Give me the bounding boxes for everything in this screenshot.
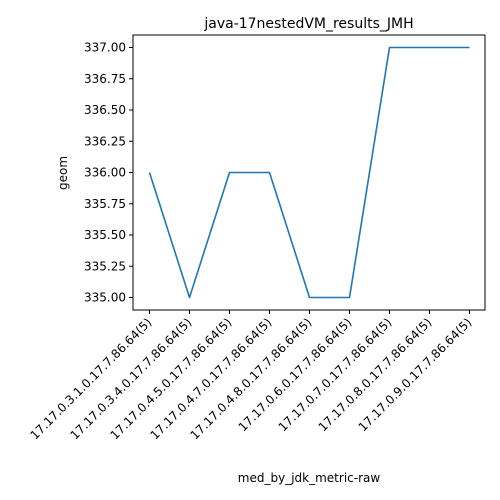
series-line-0	[148, 46, 470, 299]
x-axis-label: med_by_jdk_metric-raw	[238, 471, 381, 485]
y-tick-label-6: 336.50	[84, 103, 126, 117]
y-tick-label-8: 337.00	[84, 41, 126, 55]
y-tick-label-5: 336.25	[84, 134, 126, 148]
chart-title: java-17nestedVM_results_JMH	[203, 16, 413, 32]
y-tick-label-0: 335.00	[84, 291, 126, 305]
y-axis-label: geom	[56, 156, 70, 190]
y-tick-label-1: 335.25	[84, 259, 126, 273]
y-tick-label-7: 336.75	[84, 72, 126, 86]
y-tick-label-2: 335.50	[84, 228, 126, 242]
y-tick-label-4: 336.00	[84, 166, 126, 180]
y-tick-label-3: 335.75	[84, 197, 126, 211]
